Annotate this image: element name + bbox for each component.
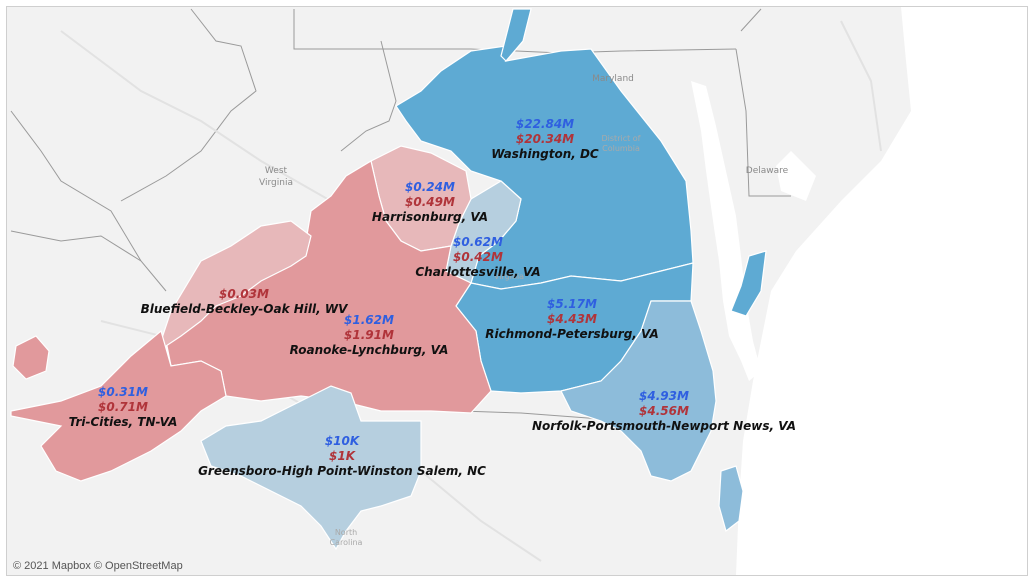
value-blue: $0.62M — [453, 235, 503, 249]
delaware-bay — [776, 151, 816, 201]
state-borders — [10, 8, 791, 420]
label-delaware: Delaware — [746, 166, 789, 176]
market-name: Harrisonburg, VA — [371, 210, 489, 224]
market-label-charlottesville[interactable]: $0.62M $0.42M Charlottesville, VA — [415, 235, 540, 280]
market-name: Charlottesville, VA — [415, 265, 541, 279]
value-red: $20.34M — [515, 132, 575, 146]
value-red: $4.43M — [547, 312, 597, 326]
label-west-virginia-l1: West — [265, 166, 288, 176]
market-label-harrisonburg[interactable]: $0.24M $0.49M Harrisonburg, VA — [372, 180, 488, 225]
market-name: Norfolk-Portsmouth-Newport News, VA — [532, 419, 796, 433]
market-label-norfolk[interactable]: $4.93M $4.56M Norfolk-Portsmouth-Newport… — [532, 389, 796, 434]
value-blue: $10K — [324, 434, 360, 448]
map-svg: West Virginia Maryland Delaware District… — [7, 7, 1027, 575]
market-label-roanoke-lynchburg[interactable]: $1.62M $1.91M Roanoke-Lynchburg, VA — [290, 313, 449, 358]
value-blue: $4.93M — [639, 389, 689, 403]
value-red: $1K — [329, 449, 355, 463]
value-blue: $0.24M — [405, 180, 455, 194]
value-blue: $5.17M — [547, 297, 597, 311]
value-red: $1.91M — [344, 328, 394, 342]
label-maryland: Maryland — [592, 74, 634, 84]
label-north-carolina-l2: Carolina — [330, 538, 363, 547]
value-blue: $0.31M — [98, 385, 148, 399]
label-west-virginia-l2: Virginia — [259, 178, 293, 188]
region-norfolk[interactable] — [560, 300, 717, 482]
geo-labels: West Virginia Maryland Delaware District… — [259, 74, 789, 547]
label-dc-l2: Columbia — [602, 144, 640, 153]
value-blue: $1.62M — [344, 313, 394, 327]
region-greensboro[interactable] — [200, 385, 422, 551]
value-red: $0.71M — [98, 400, 148, 414]
market-label-bluefield[interactable]: $0.03M Bluefield-Beckley-Oak Hill, WV — [141, 287, 348, 317]
market-name: Bluefield-Beckley-Oak Hill, WV — [140, 302, 348, 316]
market-label-washington-dc[interactable]: $22.84M $20.34M Washington, DC — [491, 117, 598, 162]
ocean-area — [736, 7, 1027, 575]
value-red: $0.49M — [405, 195, 455, 209]
value-blue: $22.84M — [515, 117, 575, 131]
market-name: Washington, DC — [491, 147, 599, 161]
region-norfolk-shore[interactable] — [718, 465, 744, 533]
market-name: Tri-Cities, TN-VA — [68, 415, 178, 429]
map-attribution[interactable]: © 2021 Mapbox © OpenStreetMap — [13, 560, 183, 572]
label-north-carolina-l1: North — [335, 528, 357, 537]
market-label-greensboro[interactable]: $10K $1K Greensboro-High Point-Winston S… — [198, 434, 486, 479]
value-red: $0.03M — [219, 287, 269, 301]
region-tri-cities-west[interactable] — [12, 335, 50, 380]
label-virginia: Virginia — [494, 272, 524, 281]
value-red: $0.42M — [453, 250, 503, 264]
market-name: Richmond-Petersburg, VA — [485, 327, 659, 341]
market-label-richmond-petersburg[interactable]: $5.17M $4.43M Richmond-Petersburg, VA — [485, 297, 659, 342]
region-maryland-shore[interactable] — [730, 250, 767, 317]
value-red: $4.56M — [639, 404, 689, 418]
label-dc-l1: District of — [602, 134, 641, 143]
dma-regions — [10, 8, 767, 551]
market-name: Roanoke-Lynchburg, VA — [289, 343, 449, 357]
market-label-tri-cities[interactable]: $0.31M $0.71M Tri-Cities, TN-VA — [69, 385, 178, 430]
region-tri-cities[interactable] — [10, 329, 227, 482]
region-potomac-strip[interactable] — [500, 8, 532, 62]
map-canvas[interactable]: West Virginia Maryland Delaware District… — [6, 6, 1028, 576]
market-name: Greensboro-High Point-Winston Salem, NC — [198, 464, 486, 478]
